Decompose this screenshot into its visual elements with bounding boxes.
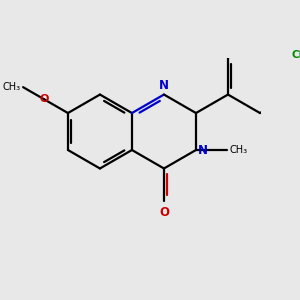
Text: O: O — [39, 94, 49, 104]
Text: CH₃: CH₃ — [230, 145, 248, 155]
Text: N: N — [159, 79, 169, 92]
Text: Cl: Cl — [292, 50, 300, 59]
Text: O: O — [159, 206, 169, 219]
Text: CH₃: CH₃ — [2, 82, 21, 92]
Text: N: N — [198, 143, 208, 157]
